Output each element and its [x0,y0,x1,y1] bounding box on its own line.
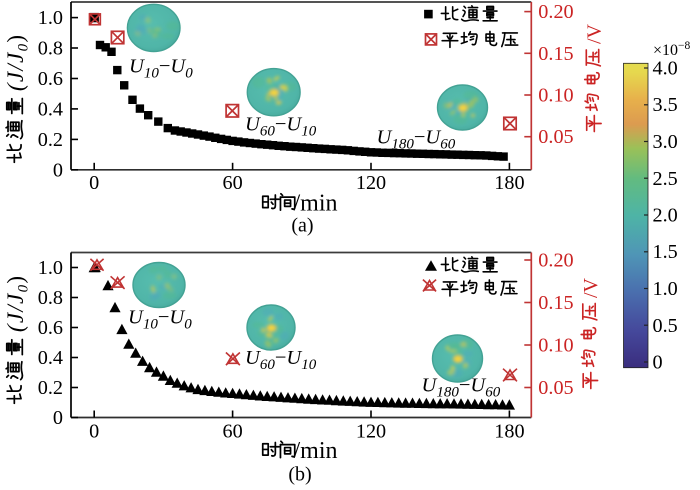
svg-text:U180−U60: U180−U60 [422,375,501,401]
svg-text:3.5: 3.5 [653,94,678,116]
svg-text:0: 0 [53,159,63,181]
svg-text:3.0: 3.0 [653,131,678,153]
svg-text:120: 120 [356,421,386,443]
svg-text:U10−U0: U10−U0 [128,307,192,333]
svg-text:(a): (a) [291,215,313,237]
svg-text:1.5: 1.5 [653,241,678,263]
svg-text:1.0: 1.0 [38,257,63,279]
svg-text:0.05: 0.05 [538,126,573,148]
svg-text:/min: /min [294,191,338,217]
svg-text:0.10: 0.10 [538,85,573,107]
svg-text:U180−U60: U180−U60 [377,127,456,153]
svg-text:(J/J0): (J/J0) [3,34,32,91]
svg-text:U60−U10: U60−U10 [245,347,317,373]
svg-text:120: 120 [356,172,386,194]
svg-text:2.0: 2.0 [653,205,678,227]
svg-text:4.0: 4.0 [653,58,678,80]
svg-text:0.4: 0.4 [38,98,63,120]
svg-text:0.20: 0.20 [538,250,573,272]
svg-text:0: 0 [653,352,663,374]
svg-text:U10−U0: U10−U0 [129,56,193,82]
svg-text:(J/J0): (J/J0) [3,275,32,332]
svg-text:0.8: 0.8 [38,287,63,309]
svg-text:/V: /V [584,23,606,44]
svg-text:0: 0 [89,172,99,194]
svg-text:0.15: 0.15 [538,43,573,65]
svg-text:1.0: 1.0 [653,278,678,300]
svg-text:60: 60 [223,421,243,443]
svg-text:0.20: 0.20 [538,1,573,23]
svg-text:0.6: 0.6 [38,68,63,90]
svg-text:0.8: 0.8 [38,38,63,60]
svg-text:2.5: 2.5 [653,168,678,190]
svg-text:0.15: 0.15 [538,292,573,314]
svg-text:0.10: 0.10 [538,335,573,357]
svg-text:1.0: 1.0 [38,7,63,29]
svg-text:60: 60 [223,172,243,194]
svg-text:0: 0 [89,421,99,443]
svg-text:0.2: 0.2 [38,377,63,399]
svg-text:0.2: 0.2 [38,129,63,151]
svg-text:(b): (b) [288,464,311,486]
svg-text:/min: /min [294,438,338,464]
svg-text:/V: /V [580,277,602,298]
svg-text:0.6: 0.6 [38,317,63,339]
svg-text:0.05: 0.05 [538,377,573,399]
svg-text:0.5: 0.5 [653,315,678,337]
svg-text:180: 180 [494,421,524,443]
svg-text:0.4: 0.4 [38,347,63,369]
svg-text:180: 180 [494,172,524,194]
svg-text:0: 0 [53,407,63,429]
